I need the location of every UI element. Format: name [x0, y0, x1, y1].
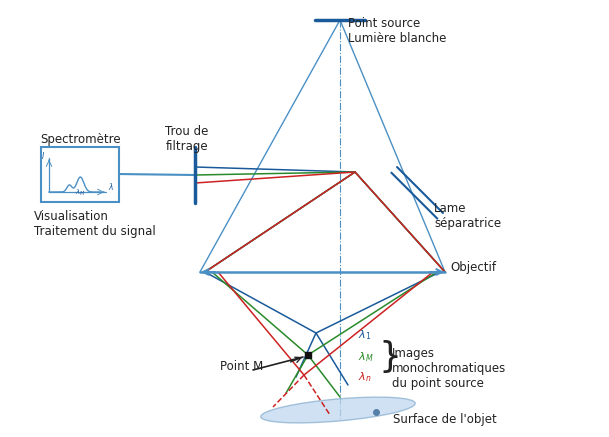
Ellipse shape [261, 397, 415, 423]
Text: Point M: Point M [220, 361, 263, 374]
Text: Trou de
filtrage: Trou de filtrage [165, 125, 209, 153]
Text: $\lambda_1$: $\lambda_1$ [358, 328, 371, 342]
Text: $\lambda_M$: $\lambda_M$ [76, 188, 86, 198]
Text: Surface de l'objet: Surface de l'objet [393, 413, 497, 427]
Text: Images
monochromatiques
du point source: Images monochromatiques du point source [392, 347, 506, 390]
Text: Objectif: Objectif [450, 260, 496, 274]
Text: $\lambda_n$: $\lambda_n$ [358, 370, 371, 384]
Text: Lame
séparatrice: Lame séparatrice [434, 202, 501, 230]
Text: $\lambda_M$: $\lambda_M$ [358, 350, 373, 364]
Text: Visualisation
Traitement du signal: Visualisation Traitement du signal [34, 210, 156, 238]
Text: Spectromètre: Spectromètre [40, 133, 121, 146]
Text: $\lambda$: $\lambda$ [108, 181, 114, 192]
Text: Point source
Lumière blanche: Point source Lumière blanche [348, 17, 446, 45]
Text: I: I [42, 152, 44, 161]
FancyBboxPatch shape [41, 146, 119, 201]
Text: }: } [378, 340, 401, 374]
